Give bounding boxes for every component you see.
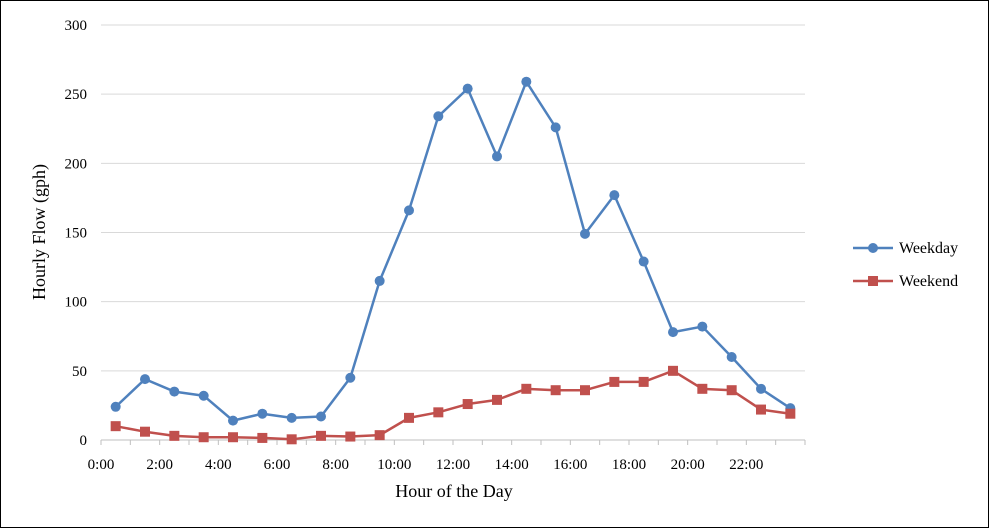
legend: Weekday Weekend: [853, 240, 958, 290]
point-weekend: [609, 376, 620, 387]
legend-swatch-marker: [868, 243, 878, 253]
y-tick-label: 200: [65, 156, 88, 172]
point-weekend: [697, 383, 708, 394]
point-weekend: [345, 431, 356, 442]
y-tick-label: 50: [72, 364, 87, 380]
x-tick-label: 4:00: [205, 457, 232, 473]
point-weekend: [550, 385, 561, 396]
x-tick-label: 22:00: [729, 457, 763, 473]
point-weekday: [374, 275, 385, 286]
y-axis-ticks: 0 50 100 150 200 250 300: [65, 18, 88, 449]
point-weekday: [198, 390, 209, 401]
x-tick-label: 18:00: [612, 457, 646, 473]
point-weekend: [110, 421, 121, 432]
point-weekday: [609, 190, 620, 201]
point-weekday: [462, 83, 473, 94]
series-weekend: [110, 365, 796, 445]
y-tick-label: 0: [80, 433, 88, 449]
point-weekday: [404, 205, 414, 216]
y-axis-label: Hourly Flow (gph): [29, 164, 50, 300]
point-weekday: [550, 122, 561, 133]
point-weekday: [697, 321, 708, 332]
point-weekday: [345, 372, 356, 383]
point-weekday: [140, 374, 150, 385]
point-weekday: [638, 256, 649, 267]
point-weekday: [668, 327, 678, 338]
legend-label: Weekend: [899, 273, 958, 290]
point-weekday: [492, 151, 502, 162]
point-weekend: [404, 412, 414, 423]
point-weekend: [198, 432, 209, 443]
point-weekend: [286, 434, 297, 445]
x-tick-label: 8:00: [322, 457, 349, 473]
x-tick-label: 0:00: [88, 457, 115, 473]
x-tick-label: 14:00: [495, 457, 529, 473]
point-weekend: [257, 432, 268, 443]
point-weekend: [785, 408, 796, 419]
y-tick-label: 250: [65, 87, 88, 103]
series-line-weekday: [114, 80, 792, 422]
y-tick-label: 300: [65, 18, 88, 34]
point-weekend: [492, 394, 502, 405]
point-weekend: [228, 432, 238, 443]
point-weekend: [521, 383, 532, 394]
gridlines: [101, 24, 805, 372]
point-weekend: [169, 430, 180, 441]
point-weekday: [756, 383, 766, 394]
point-weekday: [726, 352, 737, 362]
point-weekend: [462, 399, 473, 410]
point-weekend: [316, 430, 326, 441]
x-tick-label: 12:00: [436, 457, 470, 473]
series-line-weekend: [115, 369, 791, 441]
point-weekend: [638, 376, 649, 387]
point-weekday: [257, 408, 268, 419]
point-weekday: [433, 111, 444, 122]
point-weekday: [286, 412, 297, 423]
point-weekend: [374, 430, 385, 441]
point-weekday: [110, 401, 121, 412]
series-layer: [110, 76, 796, 445]
point-weekend: [580, 385, 590, 396]
y-tick-label: 150: [65, 226, 88, 242]
legend-swatch-marker: [868, 276, 878, 286]
series-weekday: [110, 76, 796, 426]
point-weekday: [580, 228, 590, 239]
point-weekday: [169, 386, 180, 397]
x-axis-label: Hour of the Day: [395, 481, 512, 501]
x-tick-label: 2:00: [146, 457, 173, 473]
point-weekday: [228, 415, 238, 426]
point-weekend: [668, 365, 678, 376]
legend-item-weekday: Weekday: [853, 240, 958, 257]
point-weekend: [140, 426, 150, 437]
point-weekday: [521, 76, 532, 87]
point-weekend: [756, 404, 766, 415]
point-weekend: [433, 407, 444, 418]
legend-item-weekend: Weekend: [853, 273, 958, 290]
point-weekday: [316, 411, 326, 422]
x-tick-label: 10:00: [377, 457, 411, 473]
x-axis: [100, 439, 806, 445]
point-weekend: [726, 385, 737, 396]
x-tick-label: 16:00: [553, 457, 587, 473]
x-tick-label: 6:00: [264, 457, 291, 473]
x-tick-label: 20:00: [671, 457, 705, 473]
x-axis-ticks: 0:00 2:00 4:00 6:00 8:00 10:00 12:00 14:00 16:00…: [88, 457, 764, 473]
legend-label: Weekday: [899, 240, 958, 257]
y-tick-label: 100: [65, 295, 88, 311]
